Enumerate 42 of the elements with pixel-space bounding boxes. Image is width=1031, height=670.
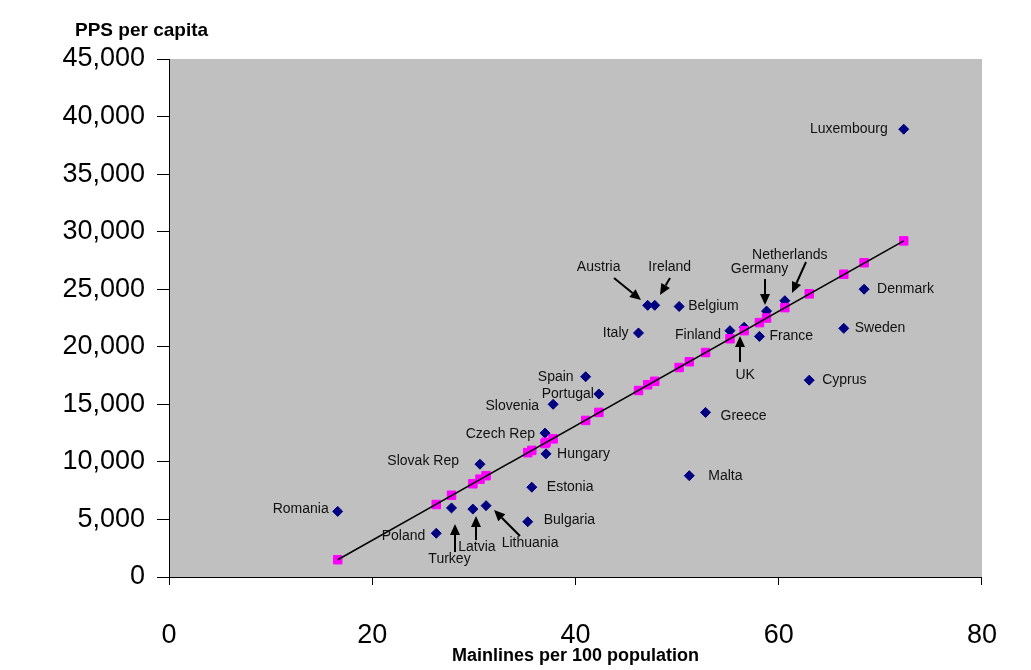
y-tick-label: 40,000 — [62, 100, 145, 131]
y-tick-label: 45,000 — [62, 42, 145, 73]
x-tick-label: 80 — [966, 618, 998, 649]
annotation: Lithuania — [501, 534, 559, 551]
y-axis-title: PPS per capita — [75, 19, 209, 41]
y-tick-label: 15,000 — [62, 387, 145, 418]
y-tick-label: 25,000 — [62, 272, 145, 303]
annotation: Portugal — [541, 384, 594, 401]
annotation: Latvia — [458, 537, 496, 554]
annotation: Luxembourg — [809, 120, 888, 137]
y-tick-label: 5,000 — [77, 502, 145, 533]
annotation: Czech Rep — [465, 424, 536, 441]
annotation: Netherlands — [752, 245, 828, 262]
y-tick-label: 35,000 — [62, 157, 145, 188]
y-tick-label: 10,000 — [62, 445, 145, 476]
x-tick-label: 0 — [161, 618, 177, 649]
annotation: Estonia — [546, 478, 594, 495]
x-tick-label: 60 — [763, 618, 794, 649]
annotation: Italy — [602, 323, 629, 340]
annotation: Slovak Rep — [387, 452, 460, 469]
annotation: Malta — [708, 466, 743, 483]
annotation: Ireland — [648, 258, 692, 275]
annotation: Slovenia — [485, 397, 540, 414]
annotation: Cyprus — [822, 371, 867, 388]
annotation: Hungary — [557, 444, 610, 461]
y-tick-label: 0 — [129, 560, 145, 591]
annotation: Sweden — [854, 319, 906, 336]
annotation: France — [769, 327, 814, 344]
annotation: Romania — [272, 500, 329, 517]
annotation: UK — [735, 366, 756, 383]
x-tick-label: 20 — [357, 618, 388, 649]
y-tick-label: 30,000 — [62, 215, 145, 246]
annotation: Poland — [381, 527, 426, 544]
annotation: Germany — [730, 259, 789, 276]
annotation: Austria — [576, 258, 621, 275]
annotation: Belgium — [688, 297, 739, 314]
annotation: Bulgaria — [543, 510, 596, 527]
y-tick-label: 20,000 — [62, 330, 145, 361]
annotation: Greece — [720, 407, 767, 424]
annotation: Finland — [675, 325, 721, 342]
annotation: Spain — [537, 367, 574, 384]
annotation: Denmark — [877, 280, 935, 297]
